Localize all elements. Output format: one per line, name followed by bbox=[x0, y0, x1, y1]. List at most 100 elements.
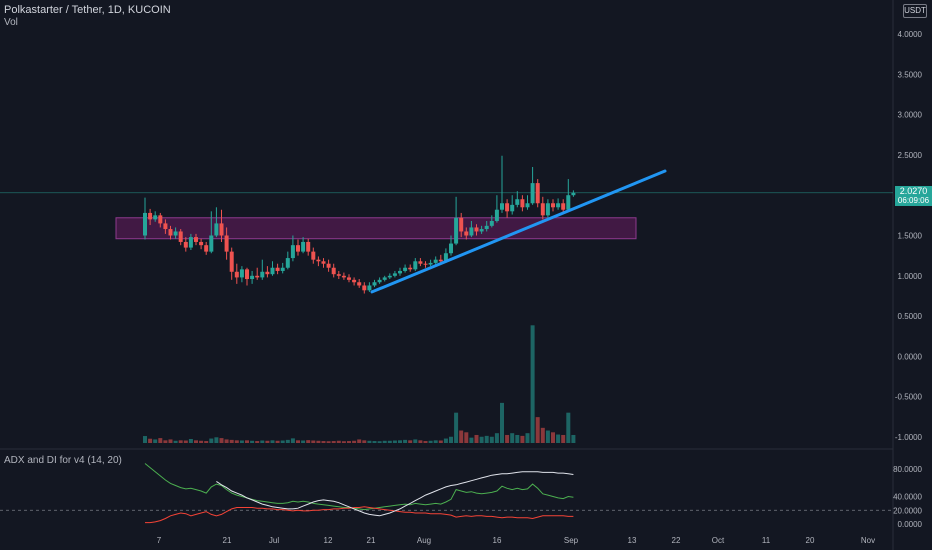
time-tick-label: 11 bbox=[762, 536, 771, 545]
volume-bar bbox=[387, 440, 392, 443]
candle-body bbox=[362, 285, 367, 291]
time-tick-label: 20 bbox=[806, 536, 815, 545]
candle-body bbox=[428, 262, 433, 265]
adx-tick-label: 20.0000 bbox=[893, 506, 922, 515]
candle-body bbox=[158, 215, 163, 224]
last-price-tag: 2.0270 06:09:06 bbox=[895, 186, 932, 206]
adx-tick-label: 0.0000 bbox=[898, 520, 923, 529]
candle-body bbox=[454, 217, 459, 244]
volume-bar bbox=[331, 441, 336, 443]
price-tick-label: -1.0000 bbox=[895, 433, 923, 442]
volume-bar bbox=[443, 438, 448, 443]
indicator-label: ADX and DI for v4 (14, 20) bbox=[4, 455, 122, 466]
volume-bar bbox=[188, 438, 193, 443]
candle-body bbox=[280, 267, 285, 271]
volume-bar bbox=[377, 441, 382, 443]
candle-body bbox=[408, 267, 413, 270]
candle-body bbox=[484, 225, 489, 230]
candle-body bbox=[443, 253, 448, 262]
volume-bar bbox=[520, 435, 525, 443]
candle-body bbox=[148, 212, 153, 220]
volume-bar bbox=[245, 440, 249, 443]
candle-body bbox=[530, 183, 535, 204]
volume-bar bbox=[418, 440, 423, 443]
candle-body bbox=[178, 231, 183, 242]
time-tick-label: 7 bbox=[157, 536, 162, 545]
price-tick-label: 0.5000 bbox=[898, 312, 923, 321]
candle-body bbox=[224, 235, 229, 252]
volume-bar bbox=[454, 412, 459, 443]
volume-bar bbox=[285, 439, 290, 443]
candle-body bbox=[321, 261, 326, 264]
volume-bar bbox=[403, 439, 408, 443]
candle-body bbox=[331, 267, 336, 275]
time-tick-label: 21 bbox=[223, 536, 232, 545]
volume-bar bbox=[535, 417, 540, 443]
candle-body bbox=[301, 241, 306, 252]
bar-countdown: 06:09:06 bbox=[897, 196, 930, 205]
volume-bar bbox=[459, 430, 464, 443]
candle-body bbox=[173, 231, 178, 236]
candle-body bbox=[392, 273, 397, 276]
volume-bar bbox=[306, 440, 311, 443]
candle-body bbox=[566, 195, 571, 210]
volume-bar bbox=[382, 440, 387, 443]
candle-body bbox=[153, 215, 158, 220]
candle-body bbox=[449, 243, 453, 254]
time-tick-label: Jul bbox=[269, 536, 279, 545]
volume-bar bbox=[347, 441, 351, 443]
volume-bar bbox=[158, 438, 163, 443]
candle-body bbox=[459, 217, 464, 232]
candle-body bbox=[306, 241, 311, 252]
volume-bar bbox=[326, 441, 331, 443]
candle-body bbox=[367, 285, 372, 291]
price-tick-label: 1.0000 bbox=[898, 272, 923, 281]
volume-bar bbox=[551, 432, 555, 443]
candle-body bbox=[285, 258, 290, 268]
volume-bar bbox=[545, 430, 550, 443]
volume-bar bbox=[341, 441, 346, 443]
currency-badge[interactable]: USDT bbox=[903, 4, 927, 18]
volume-bar bbox=[214, 437, 219, 443]
volume-bar bbox=[250, 440, 255, 443]
candle-body bbox=[143, 212, 147, 236]
volume-bar bbox=[449, 436, 453, 443]
candle-body bbox=[250, 275, 255, 280]
candle-body bbox=[469, 227, 474, 236]
candle-body bbox=[275, 267, 280, 271]
volume-bar bbox=[183, 440, 188, 443]
candle-body bbox=[510, 204, 515, 212]
candle-body bbox=[311, 251, 316, 260]
volume-bar bbox=[204, 441, 209, 443]
volume-bar bbox=[219, 438, 224, 443]
candle-body bbox=[433, 259, 438, 263]
candle-body bbox=[234, 271, 239, 278]
adx-tick-label: 40.0000 bbox=[893, 493, 922, 502]
candle-body bbox=[571, 192, 576, 196]
volume-bar bbox=[510, 433, 515, 443]
time-tick-label: 12 bbox=[324, 536, 333, 545]
volume-bar bbox=[357, 439, 362, 443]
volume-bar bbox=[428, 440, 433, 443]
candle-body bbox=[188, 237, 193, 248]
candle-body bbox=[336, 274, 341, 276]
time-tick-label: 22 bbox=[672, 536, 681, 545]
volume-bar bbox=[352, 440, 357, 443]
candle-body bbox=[265, 271, 270, 275]
time-tick-label: Nov bbox=[861, 536, 875, 545]
volume-bar bbox=[392, 440, 397, 443]
volume-bar bbox=[153, 439, 158, 443]
volume-bar bbox=[209, 438, 214, 443]
time-tick-label: Sep bbox=[564, 536, 579, 545]
candle-body bbox=[418, 261, 423, 264]
candle-body bbox=[500, 203, 504, 210]
volume-bar bbox=[464, 432, 469, 443]
candle-body bbox=[413, 261, 418, 270]
volume-bar bbox=[479, 436, 484, 443]
volume-bar bbox=[336, 440, 341, 443]
candle-body bbox=[520, 199, 525, 208]
candle-body bbox=[219, 223, 224, 236]
volume-bar bbox=[296, 440, 300, 443]
